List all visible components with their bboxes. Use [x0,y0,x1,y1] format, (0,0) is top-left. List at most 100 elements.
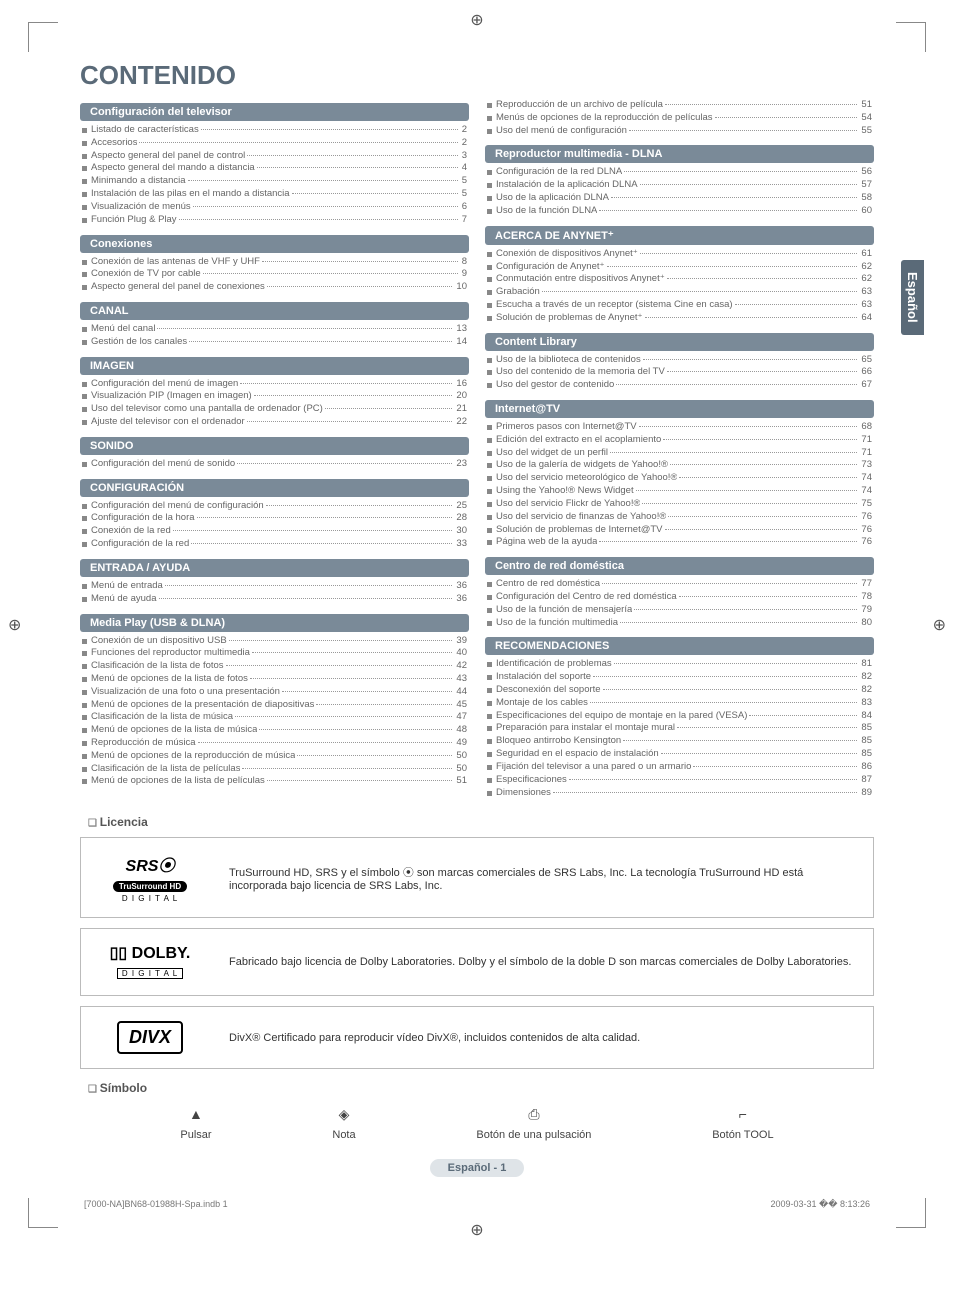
toc-item-label: Menú de entrada [91,580,163,593]
toc-item: Uso del gestor de contenido67 [487,379,872,392]
toc-item: Especificaciones87 [487,774,872,787]
bullet-icon [487,358,492,363]
toc-item-page: 6 [460,201,467,214]
toc-item-page: 64 [859,312,872,325]
toc-item-page: 85 [859,722,872,735]
toc-item-label: Configuración de la red DLNA [496,166,622,179]
toc-leader-dots [226,665,453,666]
toc-item-page: 51 [454,775,467,788]
toc-item: Aspecto general del mando a distancia 4 [82,162,467,175]
toc-leader-dots [201,129,458,130]
toc-leader-dots [254,395,453,396]
toc-item: Montaje de los cables83 [487,697,872,710]
bullet-icon [82,664,87,669]
toc-item-label: Uso de la función multimedia [496,617,618,630]
toc-leader-dots [235,716,452,717]
symbol-item: ⌐Botón TOOL [712,1105,773,1141]
toc-item-page: 86 [859,761,872,774]
toc-item-label: Dimensiones [496,787,551,800]
toc-item-page: 42 [454,660,467,673]
licencia-heading: Licencia [88,815,874,829]
toc-item-label: Uso de la galería de widgets de Yahoo!® [496,459,668,472]
bullet-icon [487,489,492,494]
bullet-icon [82,767,87,772]
registration-mark-top: ⊕ [470,10,483,30]
toc-item: Bloqueo antirrobo Kensington85 [487,735,872,748]
toc-leader-dots [749,715,857,716]
toc-item-page: 5 [460,175,467,188]
toc-leader-dots [553,792,858,793]
toc-item: Página web de la ayuda76 [487,536,872,549]
toc-item: Conexión de la red30 [82,525,467,538]
toc-item: Uso de la función DLNA60 [487,205,872,218]
toc-leader-dots [634,609,857,610]
toc-item-page: 10 [454,281,467,294]
bullet-icon [487,265,492,270]
toc-item: Clasificación de la lista de fotos 42 [82,660,467,673]
bullet-icon [487,515,492,520]
toc-item-page: 49 [454,737,467,750]
toc-item-page: 40 [454,647,467,660]
toc-leader-dots [240,383,452,384]
toc-item-label: Clasificación de la lista de música [91,711,233,724]
bullet-icon [487,752,492,757]
toc-item-label: Primeros pasos con Internet@TV [496,421,637,434]
toc-item-page: 4 [460,162,467,175]
toc-item: Listado de características2 [82,124,467,137]
bullet-icon [82,690,87,695]
toc-section-header: ENTRADA / AYUDA [80,559,469,577]
toc-item-label: Menú de opciones de la lista de película… [91,775,265,788]
toc-item-label: Listado de características [91,124,199,137]
bullet-icon [487,701,492,706]
bullet-icon [487,170,492,175]
toc-item: Conexión de dispositivos Anynet⁺61 [487,248,872,261]
toc-list: Listado de características2Accesorios2As… [80,124,469,231]
toc-item-page: 61 [859,248,872,261]
toc-leader-dots [237,463,452,464]
toc-item-label: Configuración de la hora [91,512,195,525]
toc-item-label: Uso de la aplicación DLNA [496,192,609,205]
bullet-icon [82,651,87,656]
toc-item: Conexión de TV por cable9 [82,268,467,281]
bullet-icon [82,285,87,290]
toc-item: Instalación de las pilas en el mando a d… [82,188,467,201]
toc-list: Configuración del menú de configuración2… [80,500,469,555]
toc-item: Menú del canal13 [82,323,467,336]
toc-item: Desconexión del soporte82 [487,684,872,697]
bullet-icon [487,726,492,731]
toc-item-page: 62 [859,273,872,286]
toc-leader-dots [179,219,458,220]
toc-item: Menú de opciones de la lista de fotos43 [82,673,467,686]
toc-item: Uso del contenido de la memoria del TV66 [487,366,872,379]
toc-item-label: Configuración de Anynet⁺ [496,261,605,274]
bullet-icon [487,739,492,744]
toc-leader-dots [325,408,453,409]
toc-list: Primeros pasos con Internet@TV68Edición … [485,421,874,553]
bullet-icon [82,407,87,412]
toc-section-header: Content Library [485,333,874,351]
toc-section-header: CONFIGURACIÓN [80,479,469,497]
toc-item: Uso del servicio Flickr de Yahoo!®75 [487,498,872,511]
toc-item-page: 54 [859,112,872,125]
toc-item-page: 77 [859,578,872,591]
toc-item-label: Aspecto general del mando a distancia [91,162,255,175]
crop-mark [28,22,58,52]
bullet-icon [487,595,492,600]
toc-item: Using the Yahoo!® News Widget74 [487,485,872,498]
toc-leader-dots [292,193,458,194]
bullet-icon [487,383,492,388]
toc-item-page: 67 [859,379,872,392]
toc-item-page: 48 [454,724,467,737]
toc-item-page: 84 [859,710,872,723]
toc-section-header: SONIDO [80,437,469,455]
toc-item: Menú de opciones de la lista de música48 [82,724,467,737]
toc-leader-dots [188,180,458,181]
dolby-logo: ▯▯ DOLBY. D I G I T A L [95,943,205,981]
toc-item-page: 71 [859,434,872,447]
bullet-icon [82,504,87,509]
toc-list: Configuración del menú de imagen16Visual… [80,378,469,433]
toc-item-page: 36 [454,580,467,593]
bullet-icon [82,516,87,521]
bullet-icon [487,303,492,308]
toc-item-label: Clasificación de la lista de fotos [91,660,224,673]
